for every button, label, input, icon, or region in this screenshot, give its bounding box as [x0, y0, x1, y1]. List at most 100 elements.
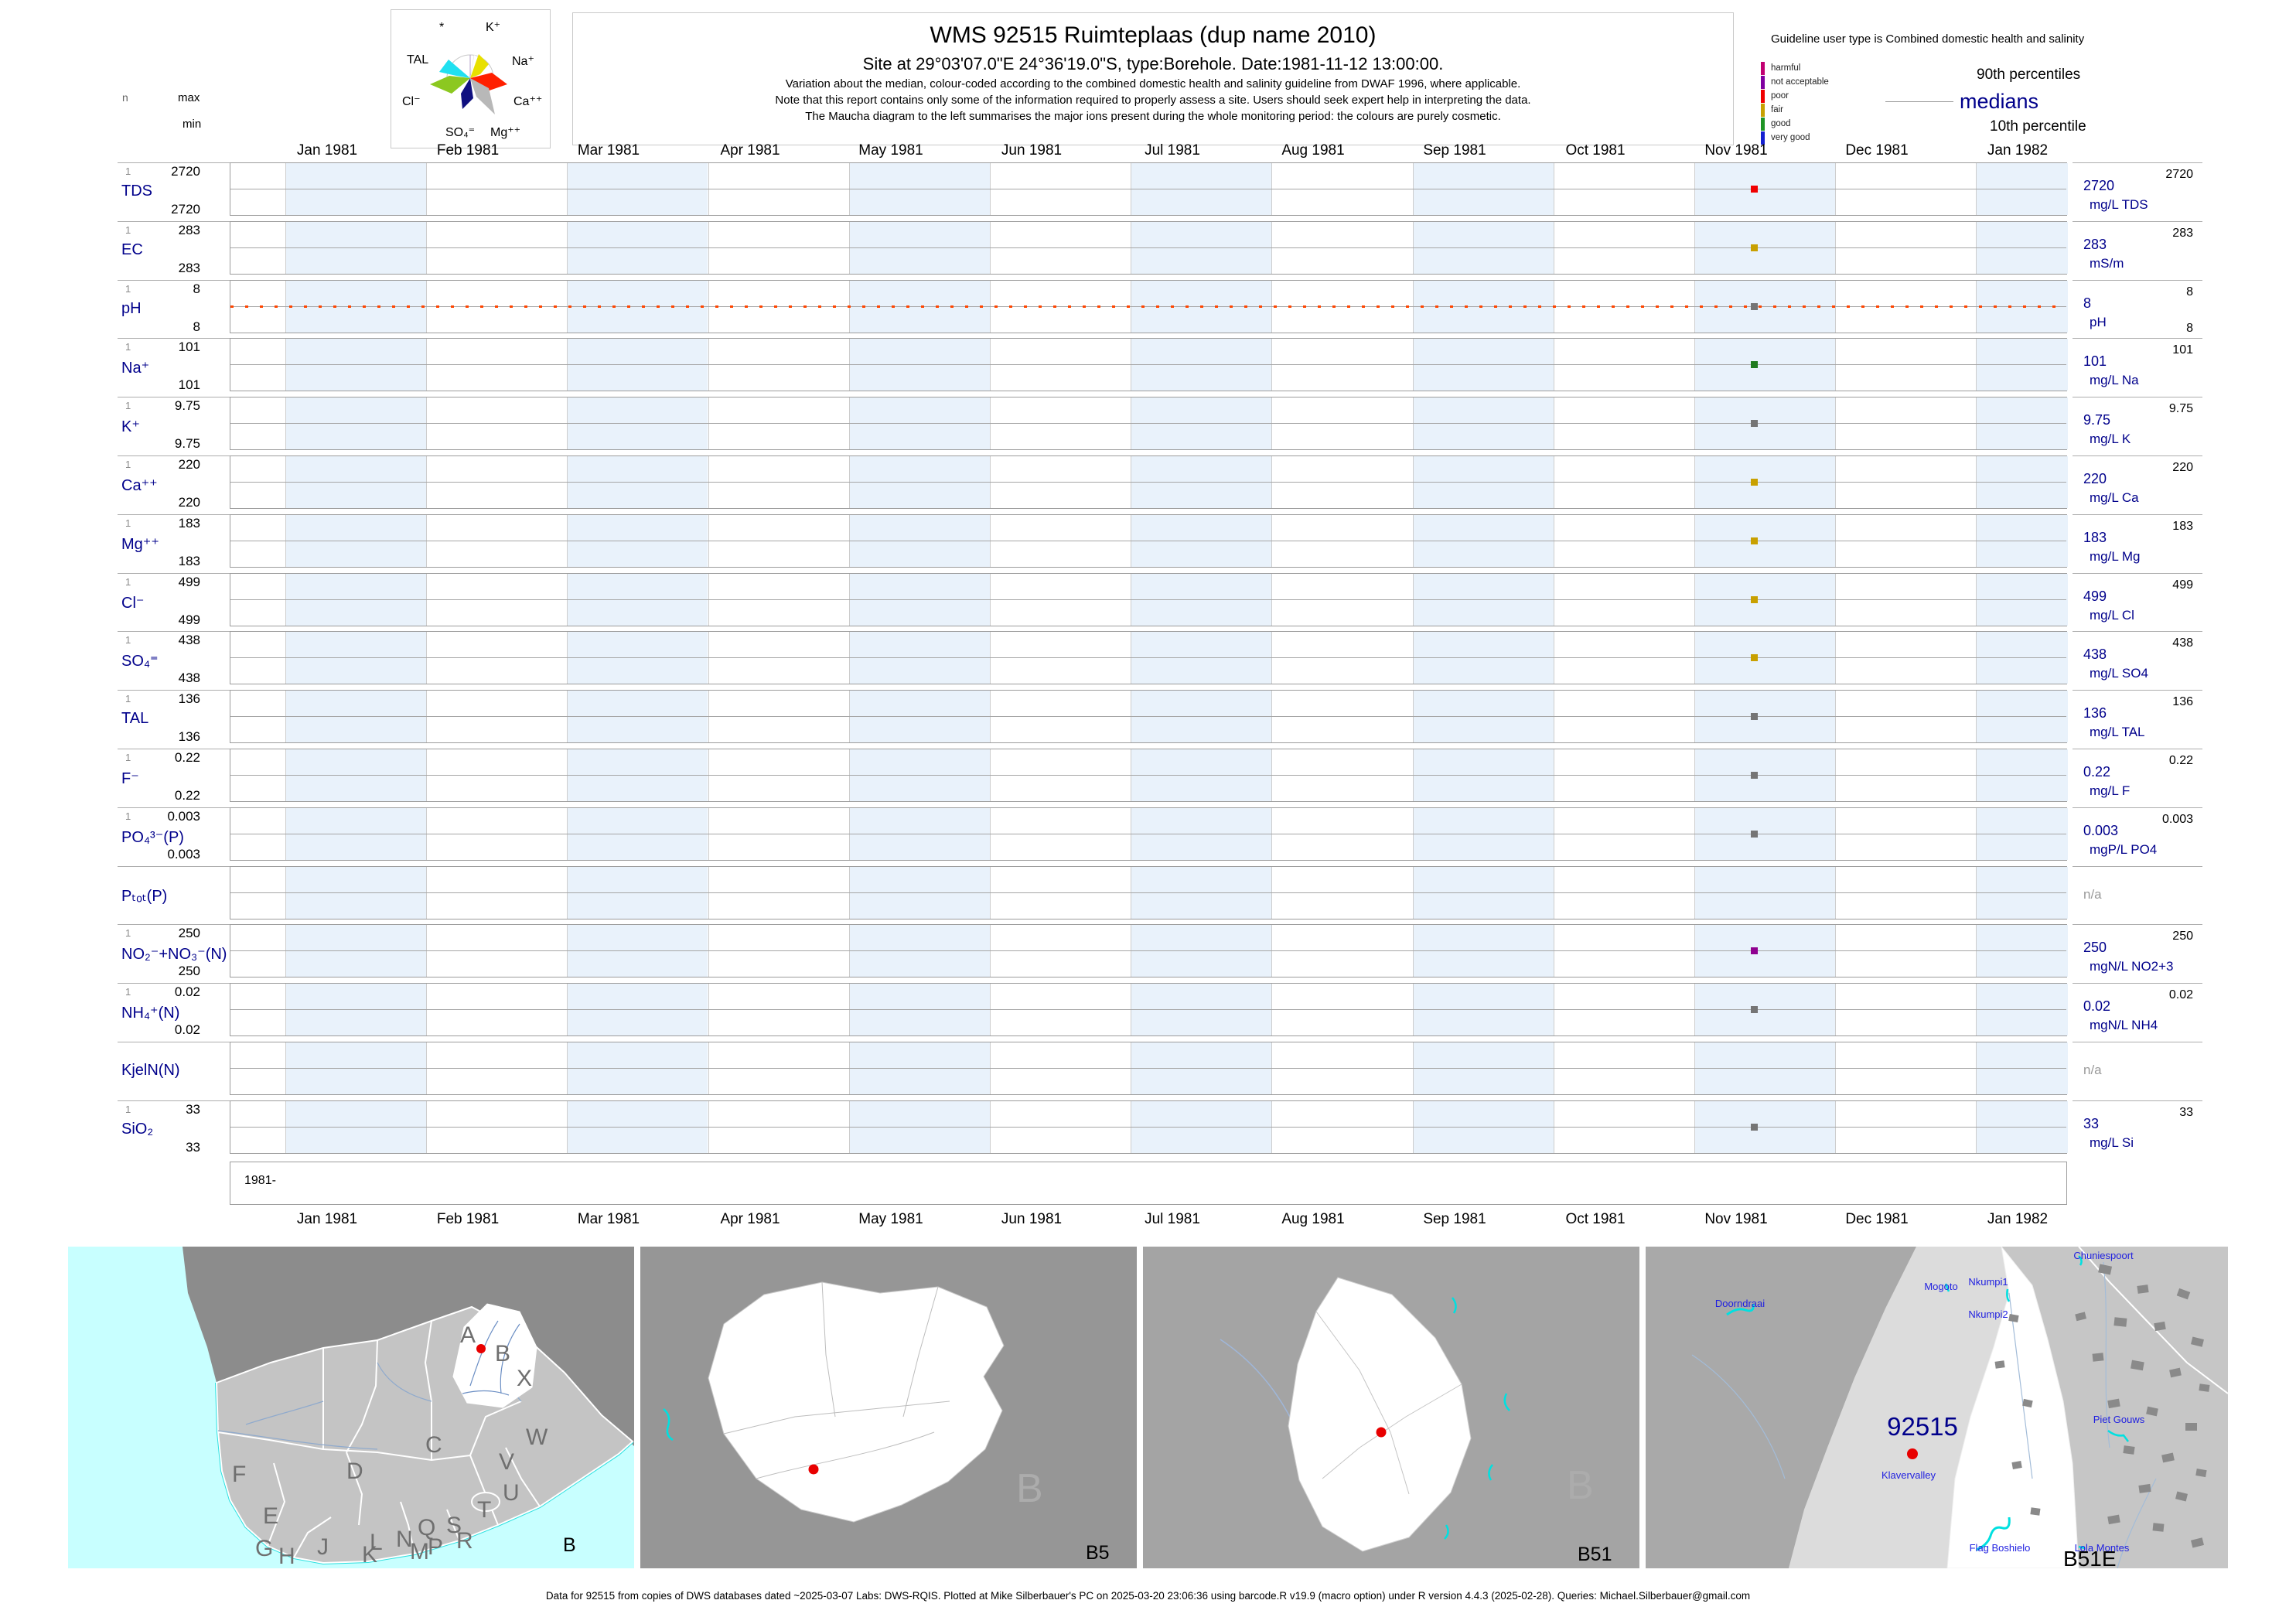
month-tick-label: Aug 1981 [1281, 142, 1345, 159]
parameter-name: PO₄³⁻(P) [121, 829, 184, 846]
region-letter: H [278, 1544, 295, 1568]
parameter-right-labels: 283 283 mS/m [2073, 221, 2202, 280]
legend-color-swatch [1761, 104, 1765, 117]
parameter-right-labels: n/a [2073, 866, 2202, 925]
min-value: 499 [178, 612, 200, 627]
sample-count: 1 [125, 576, 131, 588]
sample-count: 1 [125, 459, 131, 470]
maucha-diagram: * K⁺ TAL Na⁺ Cl⁻ Ca⁺⁺ SO₄⁼ Mg⁺⁺ [391, 9, 551, 148]
parameter-left-labels: 1 438 SO₄⁼ 438 [118, 631, 230, 690]
data-point-marker [1751, 361, 1758, 368]
lesotho [471, 1492, 500, 1512]
parameter-left-labels: 1 33 SiO₂ 33 [118, 1100, 230, 1159]
place-label: Mogoto [1924, 1281, 1957, 1292]
median-value: 136 [2083, 705, 2107, 721]
ph-guideline-dotted-line [230, 305, 2066, 308]
month-tick-label: Dec 1981 [1845, 142, 1909, 159]
maucha-star-icon [430, 54, 507, 114]
parameter-label-column: 1 2720 TDS 2720 1 283 EC 283 1 8 pH 8 1 101 Na⁺ 101 1 9.7… [118, 162, 230, 1162]
median-line-sample [1885, 101, 1953, 102]
data-point-marker [1751, 244, 1758, 251]
percentile-10-label: 10th percentile [1990, 118, 2086, 135]
unit-label: mg/L Ca [2090, 490, 2139, 505]
median-value: 0.02 [2083, 998, 2111, 1014]
legend-color-swatch [1761, 90, 1765, 103]
place-label: Lola Montes [2075, 1542, 2130, 1554]
parameter-right-labels: 0.22 0.22 mg/L F [2073, 749, 2202, 807]
map-secondary-region-b51: B B51 [1143, 1247, 1639, 1568]
dams [1726, 1255, 2129, 1551]
legend-color-swatch [1761, 76, 1765, 89]
month-tick-label: Mar 1981 [577, 142, 640, 159]
report-title: WMS 92515 Ruimteplaas (dup name 2010) [930, 22, 1377, 48]
parameter-row [230, 280, 2068, 333]
month-tick-label: Apr 1981 [720, 142, 780, 159]
village-patches [1994, 1264, 2210, 1548]
internal-boundaries [723, 1281, 950, 1479]
median-value: 2720 [2083, 178, 2115, 193]
maucha-ca-wedge [470, 73, 507, 91]
month-tick-label: Nov 1981 [1704, 142, 1768, 159]
median-line [230, 950, 2066, 951]
sample-count: 1 [125, 986, 131, 998]
column-header-n: n [122, 91, 128, 104]
month-tick-label: Jul 1981 [1145, 1211, 1200, 1227]
data-point-marker [1751, 303, 1758, 310]
month-tick-label: Jan 1981 [296, 142, 358, 159]
parameter-name: SO₄⁼ [121, 653, 159, 670]
month-tick-label: May 1981 [858, 142, 923, 159]
site-marker-dot [1376, 1427, 1387, 1438]
parameter-name: F⁻ [121, 770, 139, 787]
legend-item: poor [1761, 90, 1916, 103]
min-value: 101 [178, 377, 200, 392]
unit-label: mg/L TAL [2090, 725, 2145, 739]
region-letter: X [517, 1366, 532, 1391]
region-letter: N [396, 1527, 413, 1552]
title-block: WMS 92515 Ruimteplaas (dup name 2010) Si… [572, 12, 1734, 145]
parameter-right-labels: n/a [2073, 1042, 2202, 1100]
unit-label: pH [2090, 315, 2107, 329]
parameter-row [230, 221, 2068, 275]
parameter-row [230, 573, 2068, 626]
min-value: 2720 [171, 202, 200, 217]
maucha-ion-label: Ca⁺⁺ [513, 95, 543, 108]
max-value: 9.75 [174, 398, 200, 413]
legend-item: not acceptable [1761, 76, 1916, 89]
maucha-ion-label: Mg⁺⁺ [490, 126, 521, 139]
parameter-name: pH [121, 300, 142, 317]
region-letter: F [232, 1462, 246, 1487]
site-marker-dot [1907, 1448, 1918, 1459]
region-letter: E [263, 1503, 278, 1529]
month-tick-label: Sep 1981 [1423, 1211, 1486, 1227]
max-value: 499 [178, 575, 200, 589]
catchment-outline [708, 1281, 1005, 1523]
region-letter: S [446, 1513, 462, 1538]
percentile90-value: 136 [2172, 695, 2193, 708]
parameter-right-labels: 8 8 pH 8 [2073, 280, 2202, 339]
median-line [230, 1009, 2066, 1010]
month-axis-bottom: Jan 1981 Feb 1981 Mar 1981 Apr 1981 May 1981… [230, 1211, 2067, 1228]
parameter-left-labels: KjelN(N) [118, 1042, 230, 1100]
parameter-name: Na⁺ [121, 360, 150, 377]
parameter-name: SiO₂ [121, 1121, 154, 1138]
month-tick-label: Jan 1982 [1987, 1211, 2049, 1227]
median-line [230, 482, 2066, 483]
place-label: Flag Boshielo [1970, 1542, 2031, 1554]
data-point-marker [1751, 1006, 1758, 1013]
max-value: 250 [178, 926, 200, 940]
median-value: 250 [2083, 940, 2107, 955]
month-tick-label: Nov 1981 [1704, 1211, 1768, 1227]
parameter-name: KjelN(N) [121, 1062, 180, 1079]
percentile90-value: 438 [2172, 636, 2193, 650]
parameter-left-labels: 1 220 Ca⁺⁺ 220 [118, 455, 230, 514]
year-axis-label: 1981- [244, 1174, 276, 1187]
data-point-marker [1751, 537, 1758, 544]
legend-item-label: fair [1771, 105, 1783, 114]
max-value: 33 [186, 1102, 200, 1117]
neighbouring-countries [183, 1247, 634, 1446]
parameter-row [230, 631, 2068, 684]
parameter-left-labels: 1 136 TAL 136 [118, 690, 230, 749]
min-value: 183 [178, 554, 200, 568]
maucha-ion-label: * [439, 21, 445, 34]
